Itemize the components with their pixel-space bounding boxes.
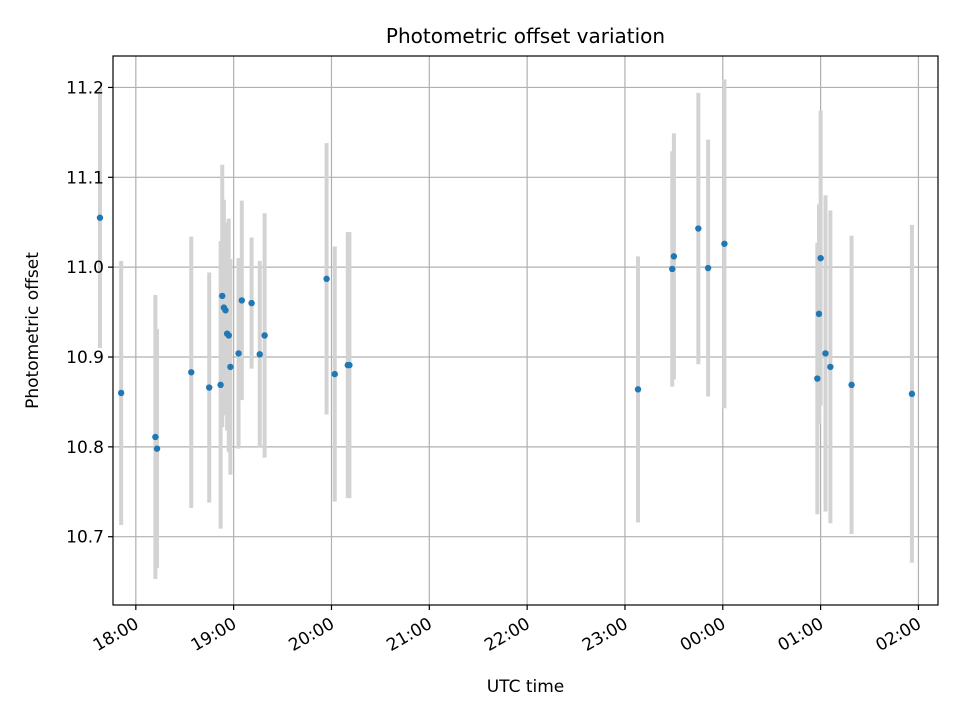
data-point [117,389,125,397]
data-point [346,361,353,369]
y-tick-label: 10.8 [66,438,104,458]
point-series [96,214,916,452]
data-point [822,350,829,357]
data-point [634,386,642,393]
data-point [217,381,224,389]
data-point [704,264,712,272]
data-point [669,265,676,273]
data-point [188,369,195,376]
plot-frame [112,55,939,606]
data-point [227,363,234,371]
data-point [848,381,855,389]
data-point [96,214,104,221]
data-point [695,225,702,232]
x-axis-label: UTC time [487,677,565,697]
data-point [152,433,159,441]
data-point [827,363,834,371]
data-point [153,445,161,452]
data-point [256,351,263,358]
data-point [205,384,213,391]
y-tick-label: 11.0 [66,258,104,278]
y-tick-label: 11.2 [66,78,104,98]
chart-title: Photometric offset variation [386,24,665,48]
data-point [908,390,916,398]
data-point [721,240,728,247]
y-axis-ticks: 10.7 10.8 10.9 11.0 11.1 11.2 [66,78,113,548]
data-point [238,297,246,304]
data-point [222,307,229,314]
y-axis-label: Photometric offset [23,252,43,409]
data-point [235,350,242,357]
data-point [323,275,330,283]
data-point [815,310,823,318]
data-point [261,332,268,339]
data-point [670,253,678,260]
data-point [817,254,824,262]
y-tick-label: 11.1 [66,168,104,188]
data-point [248,299,255,307]
data-point [331,370,338,378]
data-point [225,332,232,339]
y-gridlines [113,86,938,538]
y-tick-label: 10.9 [66,348,104,368]
y-tick-label: 10.7 [66,528,104,548]
data-point [814,375,821,382]
data-point [219,292,226,300]
